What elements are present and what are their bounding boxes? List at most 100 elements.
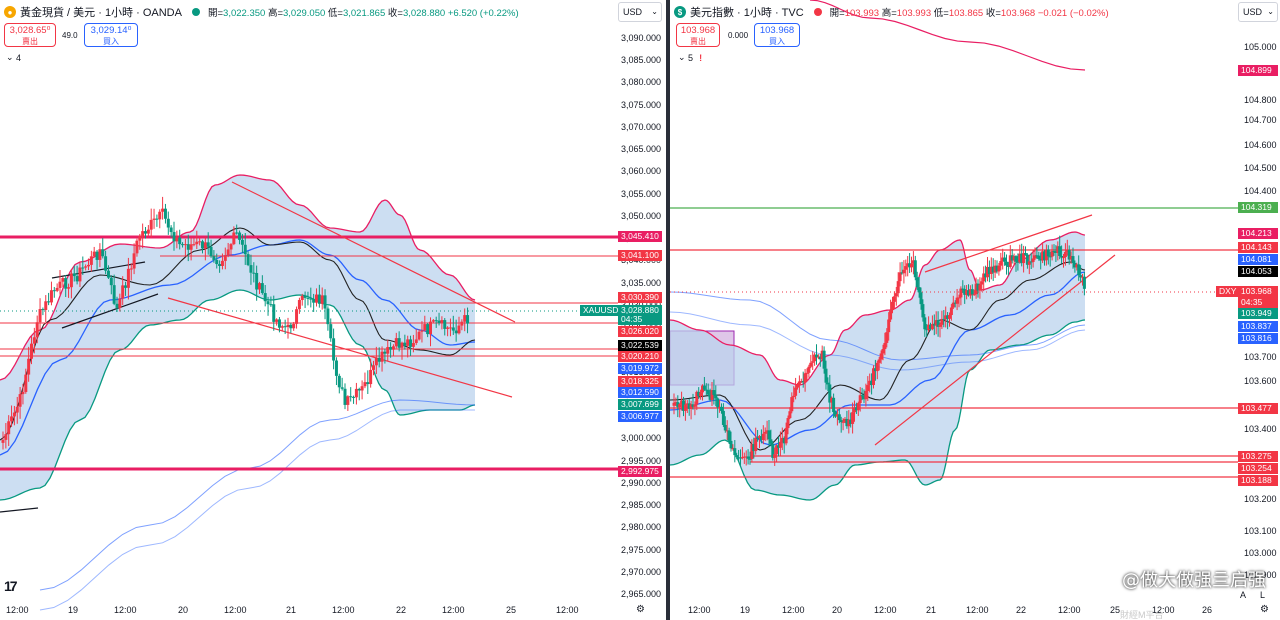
log-scale-button[interactable]: L	[1260, 590, 1266, 600]
price-tag: 103.837	[1238, 321, 1278, 332]
dxy-candle-body	[927, 324, 931, 330]
gold-chart-canvas[interactable]	[0, 0, 666, 620]
dxy-candle-body	[1022, 253, 1026, 264]
dxy-candle-body	[932, 324, 936, 326]
gold-candle-body	[246, 254, 250, 266]
price-tag: 3,026.020	[618, 326, 662, 337]
gear-icon[interactable]: ⚙	[636, 604, 645, 615]
indicator-toggle[interactable]: ⌄ 5 !	[678, 52, 702, 63]
dxy-candle-body	[902, 269, 906, 274]
gold-candle-body	[30, 343, 33, 359]
mid-ma-line	[670, 271, 1086, 446]
dxy-candle-body	[759, 436, 763, 441]
dxy-candle-body	[951, 302, 955, 308]
spread-value: 49.0	[62, 31, 78, 40]
dxy-candle-body	[834, 412, 837, 417]
gold-candle-body	[87, 264, 90, 267]
price-tick-label: 104.800	[1244, 95, 1277, 105]
price-tag: 104.053	[1238, 266, 1278, 277]
close-label: 收=	[985, 8, 1001, 19]
dxy-symbol-title[interactable]: 美元指數 · 1小時 · TVC	[690, 7, 804, 19]
dxy-candle-body	[777, 445, 780, 448]
price-tag: 2,992.975	[618, 466, 662, 477]
dxy-candle-body	[919, 292, 923, 305]
watermark-text: @做大做强亖启强	[1122, 570, 1266, 591]
dxy-candle-body	[1001, 257, 1005, 261]
dxy-candle-body	[1041, 251, 1045, 261]
sell-button[interactable]: 3,028.65⁰ 賣出	[4, 23, 56, 47]
gold-candle-body	[10, 416, 14, 422]
gold-coin-icon: ●	[4, 6, 16, 18]
dxy-candle-body	[974, 283, 978, 295]
gold-candle-body	[303, 295, 307, 298]
dxy-chart-pane[interactable]: $ 美元指數 · 1小時 · TVC 開=103.993 高=103.993 低…	[670, 0, 1280, 620]
dxy-candle-body	[721, 410, 725, 425]
close-value: 103.968	[1000, 8, 1036, 19]
pane-divider[interactable]	[666, 0, 670, 620]
dxy-candle-body	[1033, 255, 1037, 259]
gold-candle-body	[243, 244, 247, 255]
dxy-candle-body	[904, 266, 908, 270]
time-tick-label: 12:00	[966, 605, 989, 615]
dxy-candle-body	[1077, 264, 1081, 276]
gold-candle-body	[220, 260, 224, 266]
gold-candle-body	[434, 320, 438, 322]
dxy-chart-canvas[interactable]	[670, 0, 1280, 620]
time-tick-label: 25	[1110, 605, 1121, 615]
gold-candle-body	[1, 439, 5, 443]
market-status-icon	[813, 8, 822, 16]
auto-scale-button[interactable]: A	[1240, 590, 1247, 600]
dxy-candle-body	[997, 265, 1001, 272]
gold-ohlc: 開=3,022.350 高=3,029.050 低=3,021.865 收=3,…	[208, 5, 519, 19]
gold-candle-body	[249, 265, 253, 273]
dxy-candle-body	[693, 404, 697, 407]
price-tick-label: 103.400	[1244, 424, 1277, 434]
gold-candle-body	[155, 218, 159, 220]
currency-select[interactable]: USD ⌄	[1238, 2, 1278, 22]
dxy-candle-body	[999, 260, 1003, 266]
price-tag: 3,019.972	[618, 363, 662, 374]
dxy-candle-body	[680, 400, 684, 405]
warning-icon[interactable]: !	[699, 52, 703, 63]
dxy-candle-body	[911, 260, 915, 264]
gold-candle-body	[49, 290, 53, 303]
dxy-candle-body	[739, 457, 742, 459]
trend-line	[874, 254, 1116, 446]
currency-select[interactable]: USD ⌄	[618, 2, 662, 22]
price-tag: 3,045.410	[618, 231, 662, 242]
dxy-candle-body	[910, 263, 913, 268]
dxy-candle-body	[953, 302, 957, 304]
short-ma-line	[670, 261, 1086, 451]
gold-candle-body	[189, 244, 193, 250]
dxy-candle-body	[746, 456, 750, 459]
dxy-candle-body	[991, 266, 995, 273]
dxy-candle-body	[877, 359, 881, 363]
gold-candle-body	[383, 351, 387, 354]
sell-button[interactable]: 103.968 賣出	[676, 23, 720, 47]
buy-button[interactable]: 103.968 買入	[754, 23, 800, 47]
indicator-toggle[interactable]: ⌄ 4	[6, 52, 21, 63]
gold-candle-body	[198, 241, 202, 243]
dxy-candle-body	[887, 319, 891, 333]
dxy-candle-body	[917, 287, 921, 293]
dxy-candle-body	[1035, 255, 1039, 257]
price-tick-label: 2,965.000	[621, 589, 662, 599]
gold-candle-body	[101, 249, 105, 257]
dxy-candle-body	[872, 368, 875, 386]
buy-button[interactable]: 3,029.14⁰ 買入	[84, 23, 138, 47]
price-tick-label: 3,070.000	[621, 121, 662, 132]
gold-chart-pane[interactable]: ● 黃金現貨 / 美元 · 1小時 · OANDA 開=3,022.350 高=…	[0, 0, 666, 620]
high-label: 高=	[267, 8, 283, 19]
dxy-candle-body	[896, 281, 900, 294]
dxy-candle-body	[875, 362, 879, 372]
dxy-candle-body	[727, 430, 731, 441]
gold-candle-body	[275, 319, 279, 322]
price-tick-label: 104.600	[1244, 140, 1277, 150]
gold-symbol-title[interactable]: 黃金現貨 / 美元 · 1小時 · OANDA	[20, 7, 182, 19]
channel-line	[61, 293, 159, 329]
dxy-candle-body	[790, 397, 794, 412]
dxy-candle-body	[805, 372, 809, 374]
gear-icon[interactable]: ⚙	[1260, 604, 1269, 615]
gold-candle-body	[417, 331, 421, 340]
gold-candle-body	[263, 293, 267, 302]
